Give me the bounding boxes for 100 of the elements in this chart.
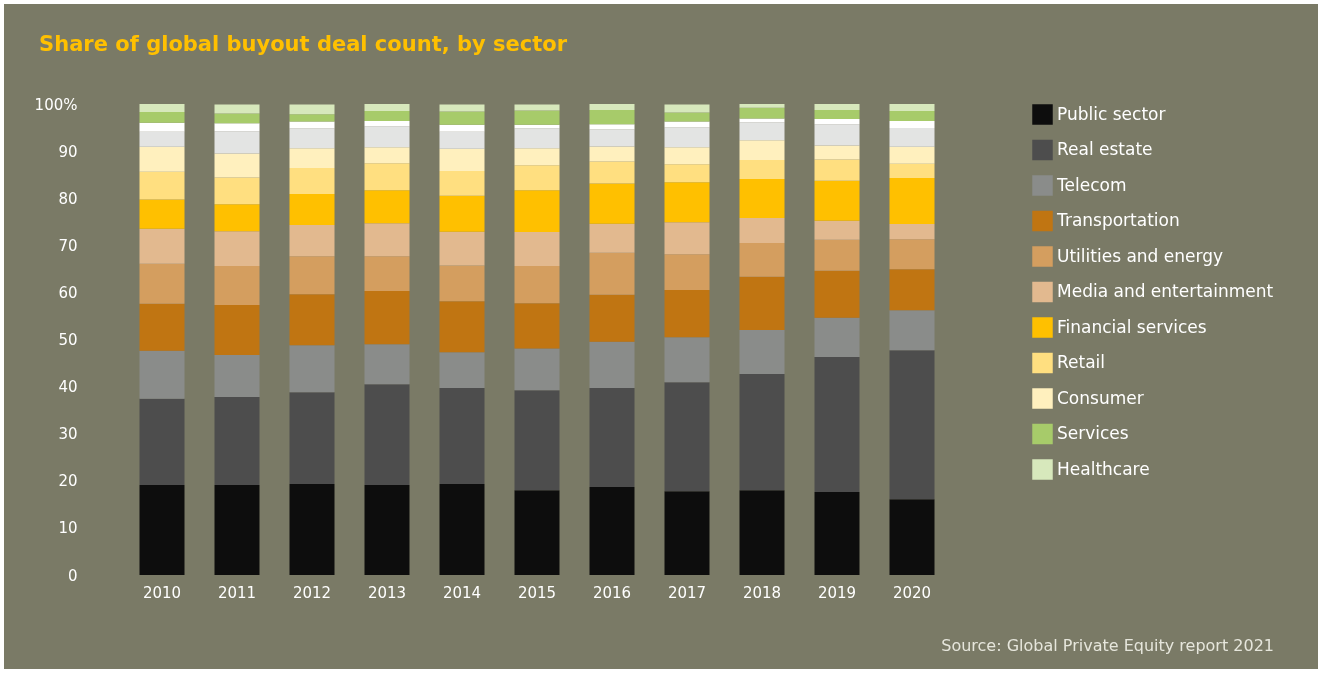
bar — [889, 120, 935, 129]
bar — [289, 128, 335, 149]
bar — [139, 303, 185, 351]
bar — [139, 228, 185, 264]
bar — [589, 341, 635, 389]
bar — [589, 294, 635, 342]
bar — [514, 190, 560, 233]
bar — [214, 104, 260, 114]
bar — [139, 199, 185, 229]
bar — [889, 499, 935, 575]
bar — [664, 491, 710, 575]
legend-label: Telecom — [1056, 174, 1127, 195]
y-tick-label: 40 — [58, 378, 78, 397]
legend-label: Media and entertainment — [1057, 281, 1274, 301]
x-tick-label: 2016 — [592, 583, 632, 602]
bar — [814, 220, 860, 240]
bar — [289, 104, 335, 115]
y-tick-label: 100% — [34, 95, 78, 114]
bar — [589, 486, 635, 575]
bar — [739, 217, 785, 243]
y-tick-label: 0 — [67, 566, 78, 585]
bar — [214, 123, 260, 132]
bar — [814, 356, 860, 493]
bar — [214, 305, 260, 356]
bar — [814, 317, 860, 357]
bar — [364, 111, 410, 121]
bar — [214, 113, 260, 124]
bar — [364, 104, 410, 112]
bar — [364, 344, 410, 385]
bar — [514, 110, 560, 125]
bar — [214, 231, 260, 267]
bar — [814, 492, 860, 575]
bar — [889, 146, 935, 164]
bar — [289, 484, 335, 575]
bar — [214, 266, 260, 306]
legend-label: Financial services — [1057, 316, 1207, 337]
bar — [664, 127, 710, 148]
bar — [889, 177, 935, 225]
bar — [139, 398, 185, 486]
bar — [139, 112, 185, 123]
bar — [514, 148, 560, 166]
bar — [439, 131, 485, 149]
x-tick-label: 2018 — [742, 583, 782, 602]
bar — [439, 170, 485, 196]
bar — [739, 140, 785, 161]
bar — [139, 146, 185, 172]
bar — [889, 111, 935, 121]
bar — [889, 350, 935, 500]
bar — [814, 180, 860, 221]
bar — [589, 104, 635, 111]
bar — [889, 310, 935, 351]
bar — [664, 222, 710, 255]
bar — [514, 390, 560, 491]
bar — [664, 182, 710, 223]
bar — [439, 352, 485, 389]
bar — [139, 131, 185, 147]
y-tick-label: 50 — [58, 331, 78, 349]
bar — [589, 223, 635, 253]
bar — [589, 110, 635, 125]
bar — [739, 122, 785, 141]
bar — [214, 153, 260, 178]
bar — [439, 111, 485, 125]
x-tick-label: 2011 — [217, 583, 257, 602]
bar — [814, 159, 860, 181]
bar — [889, 104, 935, 112]
bar — [364, 190, 410, 224]
bar — [589, 129, 635, 147]
bar — [289, 168, 335, 194]
bar — [514, 128, 560, 149]
bar — [289, 114, 335, 122]
x-tick-label: 2017 — [667, 583, 707, 602]
bar — [139, 122, 185, 132]
bar — [814, 110, 860, 120]
bar — [514, 266, 560, 304]
legend-label: Retail — [1057, 352, 1106, 372]
chart-title: Share of global buyout deal count, by sector — [39, 32, 568, 56]
bar — [739, 276, 785, 331]
bar — [664, 290, 710, 338]
bar — [514, 104, 560, 111]
x-tick-label: 2010 — [142, 583, 182, 602]
bar — [439, 148, 485, 171]
bar — [664, 121, 710, 128]
bar — [364, 256, 410, 291]
x-tick-label: 2020 — [892, 583, 932, 602]
bar — [364, 384, 410, 486]
legend-label: Transportation — [1056, 210, 1180, 230]
bar — [214, 204, 260, 232]
bar — [289, 345, 335, 393]
bar — [739, 178, 785, 218]
bar — [514, 490, 560, 575]
bar — [364, 163, 410, 191]
legend-label: Public sector — [1057, 103, 1166, 124]
bar — [139, 485, 185, 575]
bar — [889, 163, 935, 178]
bar — [139, 350, 185, 399]
bar — [739, 490, 785, 575]
bar — [214, 177, 260, 205]
x-tick-label: 2013 — [367, 583, 407, 602]
bar — [664, 337, 710, 383]
bar — [289, 392, 335, 485]
